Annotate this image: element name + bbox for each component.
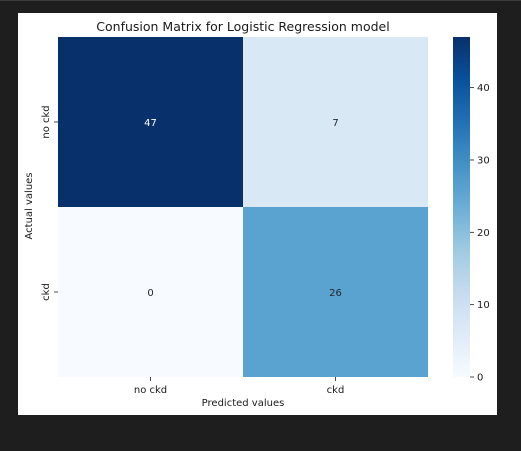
heatmap-cell-0-1: [243, 37, 428, 207]
colorbar-tick-label: 30: [477, 155, 490, 166]
x-axis-label: Predicted values: [202, 398, 285, 409]
heatmap-cell-1-0: [58, 207, 243, 377]
heatmap-cell-0-0: [58, 37, 243, 207]
colorbar-tick-label: 10: [477, 300, 490, 311]
y-axis-ticks: no ckd ckd: [41, 105, 58, 301]
y-tick-label: no ckd: [41, 105, 52, 138]
cell-annotation-1-1: 26: [329, 288, 342, 299]
y-tick-label: ckd: [41, 283, 52, 301]
cell-annotation-0-0: 47: [144, 118, 157, 129]
chart-figure: Confusion Matrix for Logistic Regression…: [18, 13, 497, 415]
cell-annotation-0-1: 7: [332, 118, 338, 129]
heatmap-annotations: 47 7 0 26: [144, 118, 342, 299]
window-top-border: [0, 0, 521, 6]
colorbar: [453, 37, 470, 377]
x-tick-label: no ckd: [134, 385, 167, 396]
colorbar-tick-label: 0: [477, 373, 483, 384]
heatmap-cell-1-1: [243, 207, 428, 377]
heatmap-cells: [58, 37, 428, 377]
chart-title: Confusion Matrix for Logistic Regression…: [96, 19, 389, 34]
colorbar-ticks: 0 10 20 30 40: [470, 83, 490, 384]
colorbar-tick-label: 20: [477, 228, 490, 239]
x-axis-ticks: no ckd ckd: [134, 377, 344, 396]
x-tick-label: ckd: [327, 385, 345, 396]
cell-annotation-1-0: 0: [147, 288, 153, 299]
heatmap-svg: Confusion Matrix for Logistic Regression…: [24, 19, 490, 409]
colorbar-tick-label: 40: [477, 83, 490, 94]
y-axis-label: Actual values: [24, 172, 35, 239]
